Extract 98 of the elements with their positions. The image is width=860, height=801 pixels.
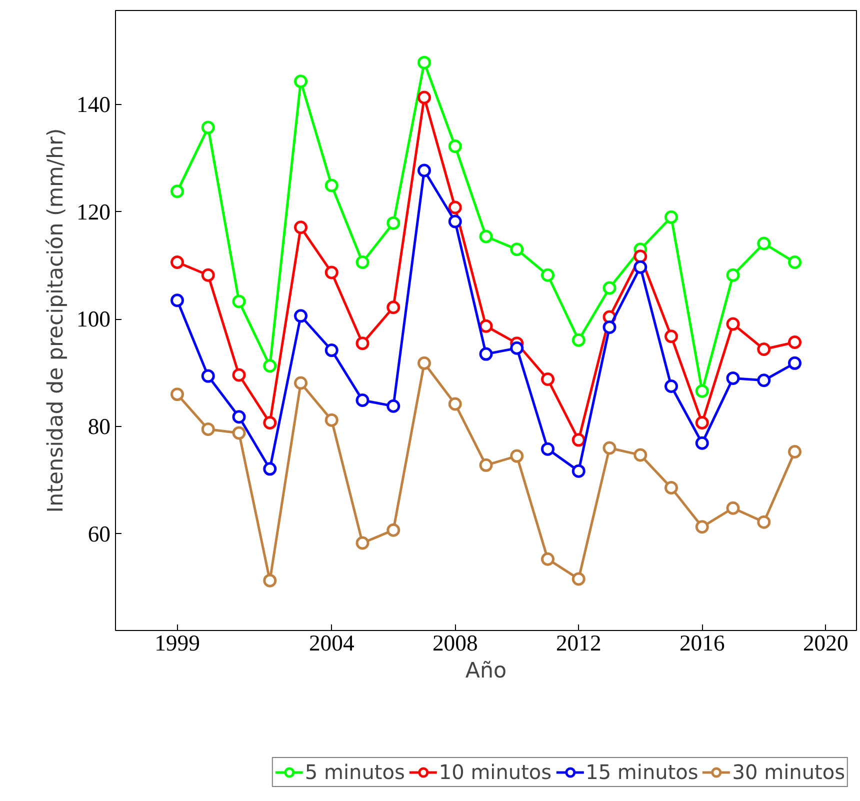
point: [634, 250, 648, 264]
x-tick-label: 2004: [308, 630, 354, 656]
point: [448, 140, 462, 154]
point: [418, 356, 431, 370]
point: [232, 410, 246, 424]
y-tick-label: 120: [76, 199, 110, 224]
point: [294, 309, 308, 323]
x-tick-label: 2020: [802, 630, 848, 656]
point: [695, 436, 709, 450]
x-tick-label: 2008: [432, 630, 478, 656]
y-tick-label: 60: [88, 521, 110, 546]
point: [541, 552, 554, 566]
point: [263, 416, 277, 430]
point: [695, 384, 709, 398]
y-axis-title: Intensidad de precipitación (mm/hr): [44, 128, 69, 513]
point: [448, 397, 462, 411]
x-tick-label: 1999: [154, 630, 200, 656]
point: [294, 376, 308, 390]
legend-label: 15 minutos: [586, 760, 698, 784]
point: [541, 372, 554, 386]
point: [324, 178, 338, 192]
point: [356, 256, 370, 269]
x-axis-title: Año: [465, 658, 507, 684]
point: [695, 416, 709, 430]
point: [170, 294, 184, 308]
point: [263, 462, 277, 476]
x-tick-label: 2016: [679, 630, 725, 656]
point: [572, 333, 586, 347]
point: [232, 294, 246, 308]
point: [479, 347, 493, 361]
point: [479, 230, 493, 244]
point: [201, 120, 215, 134]
point: [572, 572, 586, 586]
point: [788, 256, 802, 269]
point: [572, 464, 586, 478]
point: [324, 266, 338, 280]
point: [201, 422, 215, 436]
point: [324, 413, 338, 427]
point: [356, 536, 370, 550]
point: [170, 256, 184, 269]
point: [418, 164, 431, 178]
point: [294, 74, 308, 88]
point: [201, 268, 215, 282]
point: [479, 319, 493, 333]
point: [386, 300, 400, 314]
point: [602, 281, 616, 295]
point: [386, 216, 400, 230]
point: [232, 426, 246, 440]
point: [757, 515, 771, 529]
point: [541, 442, 554, 456]
y-tick-label: 100: [76, 306, 110, 332]
point: [634, 448, 648, 462]
point: [788, 356, 802, 370]
point: [418, 56, 431, 70]
point: [726, 317, 740, 331]
point: [664, 480, 678, 494]
point: [448, 200, 462, 214]
point: [664, 330, 678, 344]
legend-label: 5 minutos: [304, 760, 405, 784]
x-tick-label: 2012: [556, 630, 602, 656]
point: [510, 341, 524, 355]
point: [263, 574, 277, 588]
point: [510, 242, 524, 256]
point: [788, 336, 802, 349]
point: [170, 184, 184, 198]
point: [263, 359, 277, 373]
point: [479, 458, 493, 472]
point: [788, 445, 802, 458]
point: [232, 368, 246, 382]
point: [386, 523, 400, 537]
point: [418, 90, 431, 104]
point: [602, 320, 616, 334]
point: [664, 380, 678, 393]
point: [448, 214, 462, 228]
point: [664, 210, 678, 224]
point: [726, 268, 740, 282]
point: [572, 433, 586, 447]
point: [726, 371, 740, 385]
point: [757, 374, 771, 388]
point: [356, 393, 370, 407]
legend-label: 30 minutos: [732, 760, 845, 784]
point: [541, 268, 554, 282]
point: [170, 388, 184, 402]
y-tick-label: 140: [76, 92, 110, 117]
legend-label: 10 minutos: [438, 760, 552, 784]
point: [324, 344, 338, 358]
point: [602, 441, 616, 455]
point: [757, 236, 771, 250]
point: [634, 260, 648, 274]
point: [726, 501, 740, 515]
point: [294, 220, 308, 234]
point: [510, 449, 524, 463]
point: [201, 369, 215, 383]
point: [757, 342, 771, 356]
point: [386, 399, 400, 413]
point: [695, 520, 709, 534]
point: [356, 336, 370, 350]
y-tick-label: 80: [88, 414, 110, 440]
